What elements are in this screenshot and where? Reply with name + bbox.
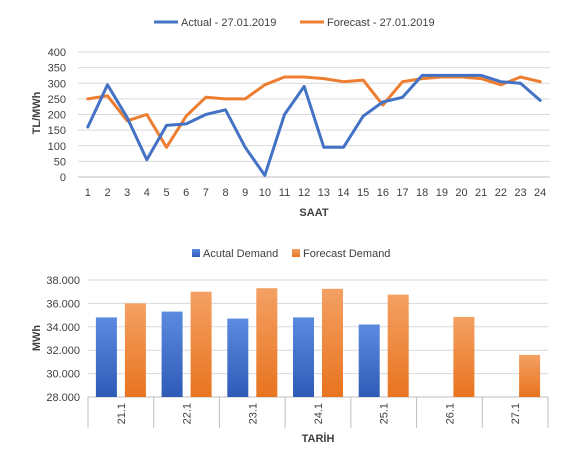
legend-swatch-forecast-demand (292, 249, 300, 257)
line-chart-x-tick-label: 1 (85, 187, 91, 199)
bar-chart-x-axis-title: TARİH (302, 432, 335, 445)
line-chart-y-tick-label: 350 (48, 63, 66, 75)
line-chart-x-tick-label: 6 (183, 187, 189, 199)
line-chart-y-axis-title: TL/MWh (31, 91, 43, 134)
line-chart-x-tick-label: 9 (242, 187, 248, 199)
actual-demand-bar (227, 318, 249, 397)
forecast-line (86, 75, 542, 149)
line-chart-x-tick-label: 4 (144, 187, 150, 199)
line-chart-x-tick-label: 19 (436, 187, 448, 199)
bar-chart-x-tick-label: 26.1 (444, 403, 456, 424)
line-chart-y-tick-label: 0 (60, 172, 66, 184)
line-chart-y-tick-label: 400 (48, 47, 66, 59)
bar-chart: Acutal Demand Forecast Demand 28.000 30.0… (31, 248, 549, 445)
line-chart-x-tick-label: 17 (396, 187, 408, 199)
bar-chart-y-axis-title: MWh (31, 325, 43, 352)
bar-chart-y-tick-label: 28.000 (46, 392, 80, 404)
line-chart-x-tick-label: 8 (222, 187, 228, 199)
line-chart-x-ticks: 1 2 3 4 5 6 7 8 9 10 11 12 13 14 15 16 17 18 19 20 21 22 23 24 (85, 187, 547, 199)
line-chart-x-tick-label: 20 (455, 187, 467, 199)
line-chart-x-tick-label: 5 (163, 187, 169, 199)
line-chart-x-tick-label: 16 (377, 187, 389, 199)
bar-chart-x-tick-label: 25.1 (379, 403, 391, 424)
forecast-demand-bar (190, 291, 212, 397)
line-chart: Actual - 27.01.2019 Forecast - 27.01.201… (31, 17, 550, 219)
bar-chart-y-tick-label: 32.000 (46, 345, 80, 357)
line-chart-y-tick-label: 50 (54, 156, 66, 168)
bar-chart-x-tick-label: 27.1 (510, 403, 522, 424)
bar-chart-x-tick-label: 24.1 (313, 403, 325, 424)
line-chart-x-tick-label: 13 (318, 187, 330, 199)
line-chart-x-tick-label: 15 (357, 187, 369, 199)
actual-line (86, 73, 542, 177)
line-chart-y-tick-label: 250 (48, 94, 66, 106)
bar-chart-legend: Acutal Demand Forecast Demand (192, 248, 390, 260)
line-chart-x-tick-label: 14 (337, 187, 349, 199)
line-chart-x-tick-label: 2 (104, 187, 110, 199)
legend-swatch-actual-demand (192, 249, 200, 257)
line-chart-x-tick-label: 7 (203, 187, 209, 199)
bar-chart-y-tick-label: 36.000 (46, 298, 80, 310)
forecast-demand-bar (519, 354, 541, 397)
actual-demand-bar (358, 324, 380, 397)
line-chart-y-tick-label: 150 (48, 125, 66, 137)
forecast-demand-bar (124, 303, 146, 397)
forecast-demand-bar (453, 316, 475, 397)
bar-chart-y-tick-label: 30.000 (46, 369, 80, 381)
line-chart-x-tick-label: 18 (416, 187, 428, 199)
bar-chart-x-tick-label: 22.1 (182, 403, 194, 424)
line-chart-legend: Actual - 27.01.2019 Forecast - 27.01.201… (154, 17, 435, 29)
line-chart-y-ticks: 0 50 100 150 200 250 300 350 400 (48, 47, 66, 184)
bar-chart-bars (95, 288, 541, 397)
actual-demand-bar (95, 317, 117, 397)
line-chart-x-tick-label: 24 (534, 187, 546, 199)
forecast-demand-bar (387, 294, 409, 397)
bar-chart-y-tick-label: 34.000 (46, 322, 80, 334)
line-chart-y-tick-label: 100 (48, 141, 66, 153)
line-chart-x-tick-label: 10 (259, 187, 271, 199)
bar-chart-y-ticks: 28.000 30.000 32.000 34.000 36.000 38.000 (46, 275, 80, 404)
line-chart-x-tick-label: 23 (514, 187, 526, 199)
line-chart-x-tick-label: 21 (475, 187, 487, 199)
bar-chart-x-tick-label: 21.1 (116, 403, 128, 424)
line-chart-x-tick-label: 11 (279, 187, 290, 199)
line-chart-y-tick-label: 200 (48, 110, 66, 122)
forecast-demand-bar (256, 288, 278, 397)
legend-label-forecast-demand: Forecast Demand (303, 248, 390, 260)
actual-demand-bar (293, 317, 314, 397)
line-chart-x-tick-label: 22 (495, 187, 507, 199)
legend-label-actual-demand: Acutal Demand (203, 248, 278, 260)
forecast-demand-bar (322, 288, 343, 397)
line-chart-y-tick-label: 300 (48, 78, 66, 90)
line-chart-x-tick-label: 12 (298, 187, 310, 199)
legend-label-actual: Actual - 27.01.2019 (181, 17, 276, 29)
legend-label-forecast: Forecast - 27.01.2019 (327, 17, 435, 29)
bar-chart-y-tick-label: 38.000 (46, 275, 80, 287)
actual-demand-bar (161, 311, 183, 397)
line-chart-x-axis-title: SAAT (299, 207, 328, 219)
bar-chart-x-tick-label: 23.1 (247, 403, 259, 424)
line-chart-series (86, 73, 542, 177)
bar-chart-x-ticks: 21.1 22.1 23.1 24.1 25.1 26.1 27.1 (116, 403, 522, 424)
line-chart-x-tick-label: 3 (124, 187, 130, 199)
